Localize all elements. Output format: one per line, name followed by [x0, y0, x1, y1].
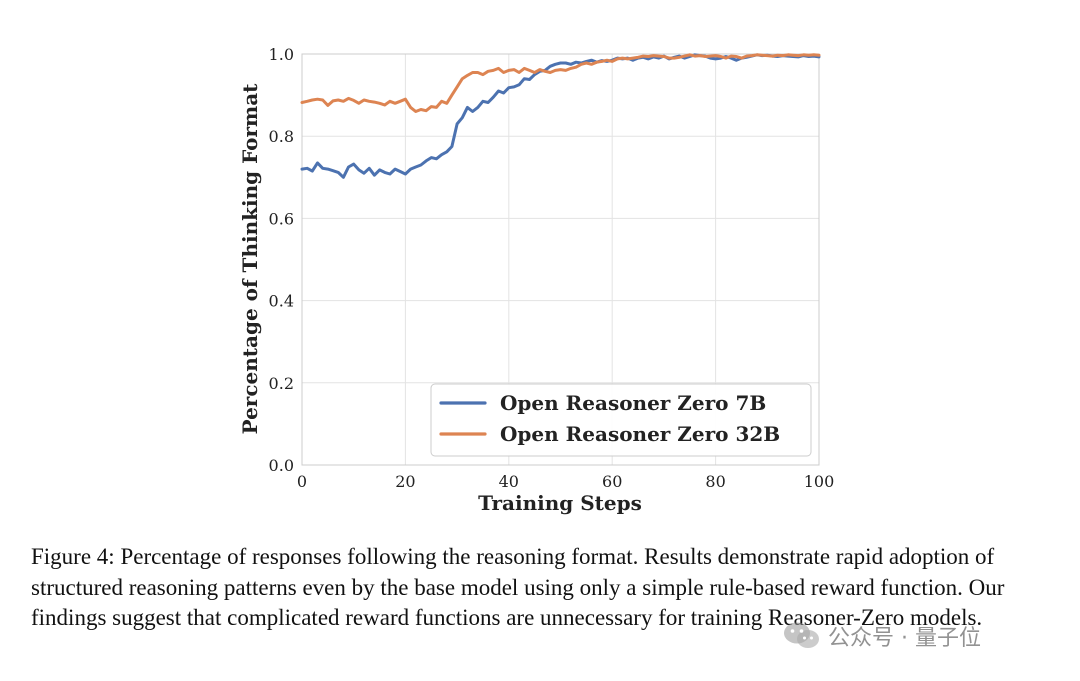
wechat-icon [782, 620, 822, 652]
x-tick-labels: 0 20 40 60 80 100 [297, 472, 834, 491]
gridlines [301, 53, 820, 466]
y-tick-label: 0.4 [269, 292, 294, 311]
y-axis-label: Percentage of Thinking Format [238, 83, 262, 435]
legend: Open Reasoner Zero 7B Open Reasoner Zero… [430, 383, 812, 457]
watermark: 公众号 · 量子位 [782, 620, 981, 652]
series-line-open-reasoner-zero-7b [300, 53, 821, 179]
x-tick-label: 40 [499, 472, 519, 491]
y-tick-label: 0.2 [269, 374, 294, 393]
legend-box [430, 383, 812, 457]
series-layer [300, 53, 821, 179]
y-tick-label: 1.0 [269, 45, 294, 64]
figure-caption: Figure 4: Percentage of responses follow… [31, 544, 1005, 630]
watermark-text: 公众号 · 量子位 [828, 626, 981, 651]
legend-label-7b: Open Reasoner Zero 7B [500, 391, 766, 415]
y-tick-labels: 0.0 0.2 0.4 0.6 0.8 1.0 [269, 45, 294, 475]
legend-label-32b: Open Reasoner Zero 32B [500, 422, 780, 446]
x-tick-label: 80 [705, 472, 725, 491]
series-line-open-reasoner-zero-32b [300, 53, 821, 113]
x-tick-label: 20 [395, 472, 415, 491]
y-tick-label: 0.0 [269, 456, 294, 475]
x-tick-label: 100 [804, 472, 835, 491]
x-tick-label: 0 [297, 472, 307, 491]
x-axis-label: Training Steps [478, 491, 642, 515]
plot-frame [301, 53, 820, 466]
x-tick-label: 60 [602, 472, 622, 491]
line-chart: 0 20 40 60 80 100 0.0 0.2 0.4 0.6 0.8 1.0 Training… [238, 45, 834, 515]
y-tick-label: 0.6 [269, 209, 294, 228]
y-tick-label: 0.8 [269, 127, 294, 146]
